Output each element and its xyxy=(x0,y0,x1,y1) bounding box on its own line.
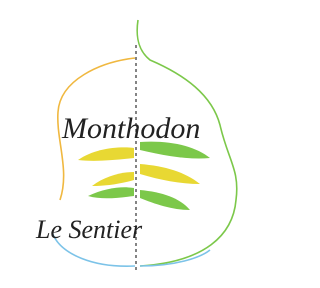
logo: Monthodon Le Sentier xyxy=(0,0,258,288)
stripe xyxy=(140,164,200,184)
stripe xyxy=(140,190,190,210)
logo-subtitle: Le Sentier xyxy=(35,215,143,244)
stripe xyxy=(78,147,134,161)
stripe xyxy=(92,172,134,186)
logo-title: Monthodon xyxy=(61,112,200,145)
page: Monthodon Le Sentier (() => { const data… xyxy=(0,0,258,288)
stripe xyxy=(88,187,134,198)
